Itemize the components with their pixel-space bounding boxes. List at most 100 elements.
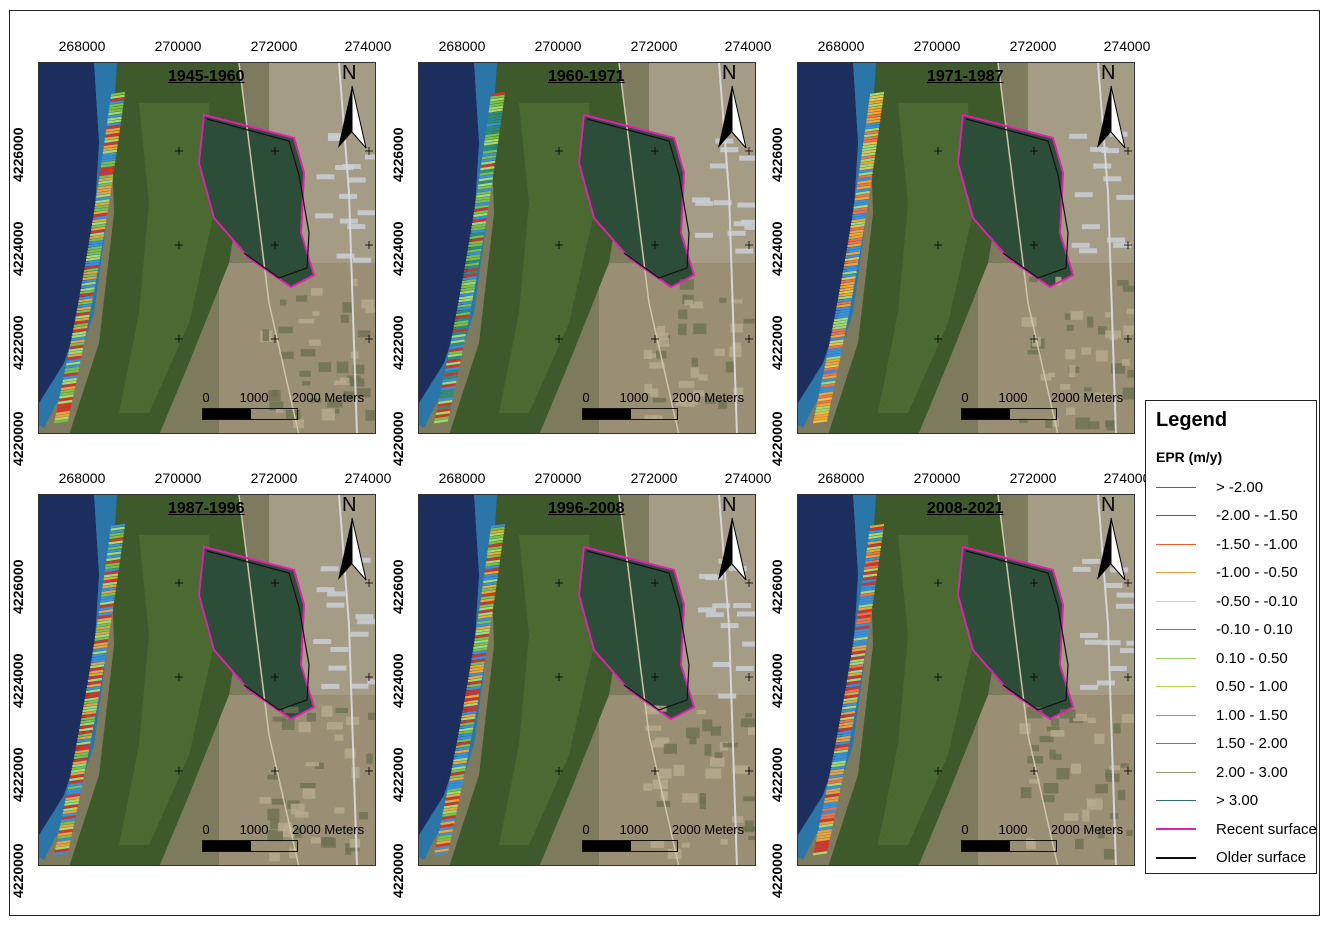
x-tick-label: 272000 — [630, 38, 678, 54]
legend-item: -1.50 - -1.00 — [1156, 533, 1298, 555]
scale-label: 0 — [961, 390, 969, 405]
x-tick-label: 274000 — [344, 38, 392, 54]
legend-item: 0.50 - 1.00 — [1156, 676, 1288, 698]
x-tick-label: 268000 — [438, 470, 486, 486]
panel-title: 1996-2008 — [548, 500, 625, 517]
north-arrow-icon: N — [712, 62, 754, 152]
panel-title: 1971-1987 — [927, 68, 1004, 85]
x-tick-label: 268000 — [58, 38, 106, 54]
scale-label: 0 — [961, 822, 969, 837]
y-tick-label: 4226000 — [10, 127, 26, 182]
y-tick-label: 4220000 — [10, 411, 26, 466]
x-tick-label: 270000 — [913, 470, 961, 486]
legend-swatch — [1156, 486, 1196, 488]
north-arrow-icon: N — [1091, 62, 1133, 152]
legend-swatch — [1156, 800, 1196, 801]
x-tick-label: 272000 — [250, 470, 298, 486]
legend-label: -1.50 - -1.00 — [1216, 535, 1298, 553]
y-tick-label: 4226000 — [390, 127, 406, 182]
y-tick-label: 4224000 — [769, 653, 785, 708]
north-label: N — [1101, 494, 1116, 516]
legend-item: 2.00 - 3.00 — [1156, 761, 1288, 783]
scale-label: 2000 Meters — [291, 822, 365, 837]
legend-swatch — [1156, 515, 1196, 516]
scale-label: 1000 — [239, 390, 269, 405]
legend-item: -2.00 - -1.50 — [1156, 505, 1298, 527]
scale-label: 2000 Meters — [671, 822, 745, 837]
scale-label: 1000 — [619, 822, 649, 837]
legend-label: 2.00 - 3.00 — [1216, 763, 1288, 781]
scale-bar: 0 1000 2000 Meters — [202, 390, 364, 424]
legend-label: Older surface — [1216, 849, 1307, 866]
y-tick-label: 4226000 — [10, 559, 26, 614]
scale-label: 2000 Meters — [291, 390, 365, 405]
map-panel-1: 268000 270000 272000 274000 4226000 4224000 42… — [10, 38, 391, 466]
x-tick-label: 268000 — [438, 38, 486, 54]
scale-label: 2000 Meters — [1050, 822, 1124, 837]
y-tick-label: 4220000 — [10, 843, 26, 898]
y-tick-label: 4222000 — [390, 315, 406, 370]
y-tick-label: 4224000 — [10, 653, 26, 708]
scale-label: 0 — [582, 822, 590, 837]
x-tick-label: 270000 — [913, 38, 961, 54]
legend-label: 1.50 - 2.00 — [1216, 735, 1288, 752]
legend-label: > 3.00 — [1216, 792, 1259, 809]
x-tick-label: 268000 — [58, 470, 106, 486]
legend-swatch — [1156, 657, 1196, 659]
legend-swatch — [1156, 629, 1196, 630]
y-tick-label: 4224000 — [390, 221, 406, 276]
legend-label: > -2.00 — [1216, 478, 1264, 496]
map-panel-6: 268000 270000 272000 274000 4226000 4224000 42… — [769, 470, 1150, 898]
x-tick-label: 270000 — [154, 470, 202, 486]
y-tick-label: 4222000 — [10, 315, 26, 370]
y-tick-label: 4224000 — [390, 653, 406, 708]
north-arrow-icon: N — [332, 62, 374, 152]
scale-label: 1000 — [998, 822, 1028, 837]
legend-swatch — [1156, 686, 1196, 687]
legend-subtitle: EPR (m/y) — [1156, 449, 1223, 465]
north-arrow-icon: N — [1091, 494, 1133, 584]
x-tick-label: 274000 — [1103, 38, 1151, 54]
x-tick-label: 272000 — [1009, 38, 1057, 54]
y-tick-label: 4226000 — [769, 127, 785, 182]
legend-swatch — [1156, 771, 1196, 773]
y-tick-label: 4220000 — [390, 411, 406, 466]
north-label: N — [342, 494, 357, 516]
scale-label: 2000 Meters — [1050, 390, 1124, 405]
map-panel-2: 268000 270000 272000 274000 4226000 4224000 42… — [390, 38, 771, 466]
x-tick-label: 272000 — [630, 470, 678, 486]
satellite-map — [38, 494, 376, 866]
satellite-map — [38, 62, 376, 434]
legend-label: 0.10 - 0.50 — [1216, 649, 1288, 667]
north-label: N — [722, 62, 737, 84]
y-tick-label: 4220000 — [390, 843, 406, 898]
scale-label: 0 — [582, 390, 590, 405]
map-panel-5: 268000 270000 272000 274000 4226000 4224000 42… — [390, 470, 771, 898]
x-tick-label: 274000 — [344, 470, 392, 486]
scale-bar: 0 1000 2000 Meters — [961, 390, 1123, 424]
scale-label: 1000 — [239, 822, 269, 837]
legend-label: -1.00 - -0.50 — [1216, 564, 1298, 581]
satellite-map — [797, 494, 1135, 866]
scale-label: 0 — [202, 822, 210, 837]
y-tick-label: 4222000 — [10, 747, 26, 802]
legend-label: -2.00 - -1.50 — [1216, 507, 1298, 524]
figure-frame — [9, 10, 1320, 916]
satellite-map — [797, 62, 1135, 434]
north-arrow-icon: N — [712, 494, 754, 584]
legend-swatch — [1156, 714, 1196, 716]
scale-bar: 0 1000 2000 Meters — [582, 822, 744, 856]
legend-item: 1.00 - 1.50 — [1156, 704, 1288, 726]
legend-item: > -2.00 — [1156, 476, 1263, 498]
north-label: N — [722, 494, 737, 516]
legend-title: Legend — [1156, 409, 1228, 431]
y-tick-label: 4226000 — [769, 559, 785, 614]
north-label: N — [342, 62, 357, 84]
legend-item: 1.50 - 2.00 — [1156, 733, 1288, 755]
panel-title: 1960-1971 — [548, 68, 625, 85]
satellite-map — [418, 494, 756, 866]
legend-label: -0.50 - -0.10 — [1216, 592, 1298, 610]
x-tick-label: 274000 — [1103, 470, 1151, 486]
legend-item: -0.50 - -0.10 — [1156, 590, 1298, 612]
panel-title: 2008-2021 — [927, 500, 1004, 517]
